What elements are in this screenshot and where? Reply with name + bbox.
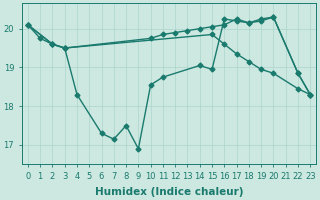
X-axis label: Humidex (Indice chaleur): Humidex (Indice chaleur) — [95, 187, 243, 197]
